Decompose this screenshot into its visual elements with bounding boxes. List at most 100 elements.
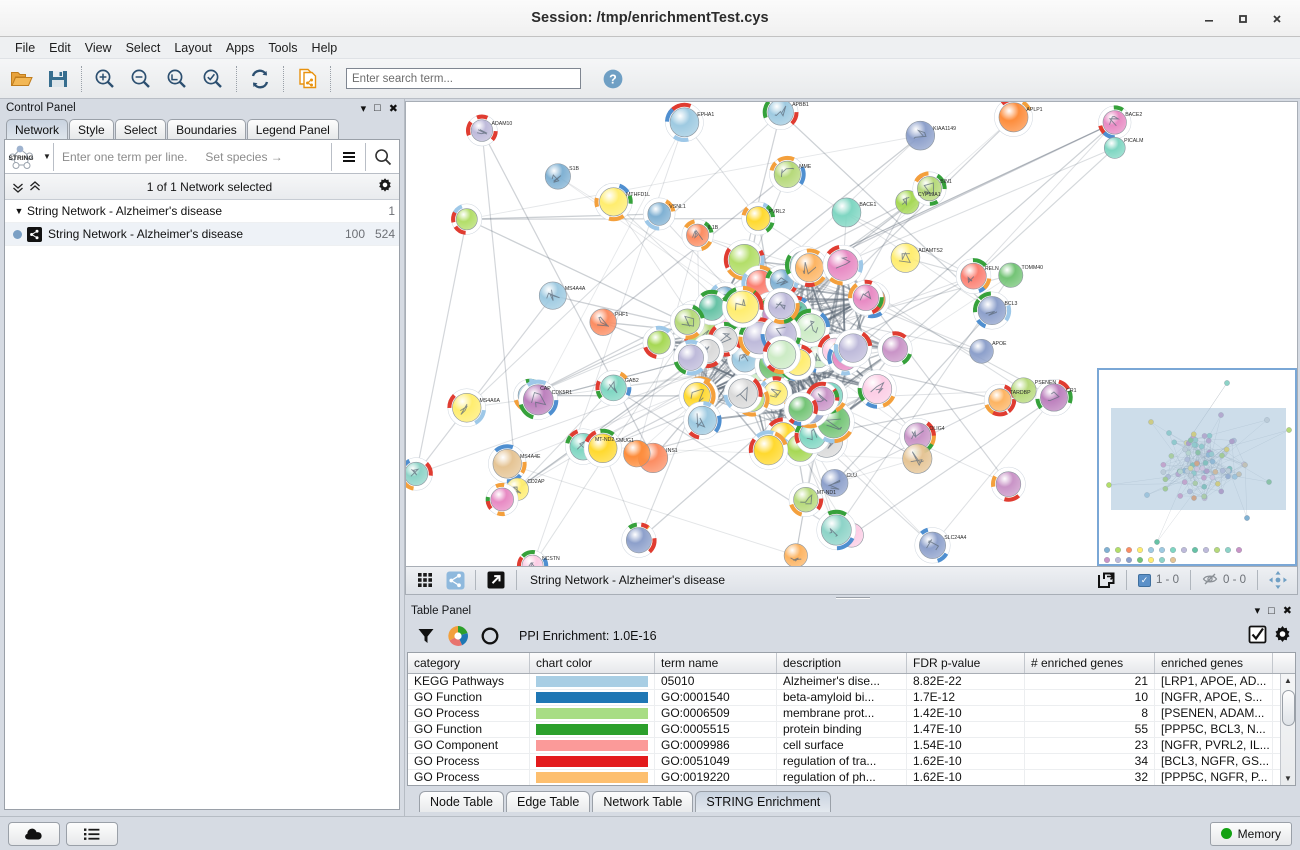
menu-help[interactable]: Help (311, 40, 338, 55)
table-row[interactable]: GO Process GO:0051049 regulation of tra...… (408, 753, 1295, 770)
table-row[interactable]: GO Process GO:0006509 membrane prot... 1.42… (408, 705, 1295, 722)
gear-icon[interactable] (1273, 625, 1292, 647)
menu-select[interactable]: Select (125, 40, 161, 55)
tab-edge-table[interactable]: Edge Table (506, 790, 591, 812)
tab-boundaries[interactable]: Boundaries (167, 119, 246, 139)
maximize-button[interactable] (1226, 4, 1260, 34)
zoom-out-icon[interactable] (123, 62, 159, 96)
column-header-enriched-genes[interactable]: enriched genes (1155, 652, 1273, 673)
toolbar-separator-4 (330, 65, 331, 92)
ppi-enrichment-label: PPI Enrichment: 1.0E-16 (519, 628, 657, 643)
save-icon[interactable] (40, 62, 76, 96)
open-icon[interactable] (4, 62, 40, 96)
menu-apps[interactable]: Apps (225, 40, 255, 55)
share-network-icon[interactable] (440, 568, 470, 592)
menu-file[interactable]: File (15, 40, 36, 55)
tab-network-table[interactable]: Network Table (592, 790, 694, 812)
set-species-link[interactable]: Set species → (205, 149, 283, 164)
cloud-icon[interactable] (8, 821, 60, 846)
export-image-icon[interactable] (1091, 568, 1121, 592)
cell-term-name: GO:0051049 (655, 753, 777, 769)
menu-edit[interactable]: Edit (49, 40, 71, 55)
gear-icon[interactable] (377, 177, 393, 196)
node-label: INS1 (666, 447, 678, 454)
enrichment-table-body[interactable]: KEGG Pathways 05010 Alzheimer's dise... 8.8… (408, 673, 1295, 785)
open-external-icon[interactable] (481, 568, 511, 592)
grid-view-icon[interactable] (410, 568, 440, 592)
tab-string-enrichment[interactable]: STRING Enrichment (695, 790, 832, 812)
menu-view[interactable]: View (84, 40, 112, 55)
collapse-all-icon[interactable] (11, 180, 25, 194)
expand-all-icon[interactable] (28, 180, 42, 194)
cell-term-name: GO:0005515 (655, 721, 777, 737)
cell-term-name: 05010 (655, 673, 777, 689)
table-row[interactable]: GO Process GO:0019220 regulation of ph... 1… (408, 769, 1295, 785)
enrichment-table[interactable]: category chart color term name description F… (407, 651, 1296, 786)
pie-chart-icon[interactable] (443, 622, 473, 650)
export-network-icon[interactable] (289, 62, 325, 96)
hidden-nodes-counter[interactable]: 0 - 0 (1196, 572, 1252, 589)
network-graph[interactable] (406, 101, 1297, 566)
menu-tools[interactable]: Tools (268, 40, 298, 55)
string-dropdown-caret-icon[interactable]: ▼ (43, 152, 51, 161)
memory-indicator[interactable]: Memory (1209, 821, 1292, 846)
table-panel-close-button[interactable]: ✖ (1282, 605, 1292, 618)
column-header--enriched-genes[interactable]: # enriched genes (1025, 652, 1155, 673)
column-header-chart-color[interactable]: chart color (530, 652, 655, 673)
network-tree-root-row[interactable]: ▼ String Network - Alzheimer's disease 1 (5, 200, 399, 223)
hamburger-icon[interactable] (332, 141, 365, 173)
table-panel-float-button[interactable]: □ (1268, 604, 1275, 617)
twisty-expanded-icon[interactable]: ▼ (14, 206, 24, 216)
menu-layout[interactable]: Layout (174, 40, 212, 55)
scroll-up-arrow-icon[interactable]: ▲ (1284, 676, 1292, 686)
string-term-input[interactable]: Enter one term per line. Set species → (54, 150, 331, 164)
checkbox-checked-icon[interactable] (1248, 625, 1267, 647)
checkbox-checked-icon: ✓ (1137, 573, 1151, 587)
network-tree-child-row[interactable]: String Network - Alzheimer's disease 100… (5, 223, 399, 246)
filter-funnel-icon[interactable] (411, 622, 441, 650)
control-panel-close-button[interactable]: ✖ (388, 102, 398, 115)
scrollbar-thumb[interactable] (1281, 689, 1295, 726)
enrichment-table-header: category chart color term name description F… (408, 652, 1295, 674)
tab-select[interactable]: Select (114, 119, 167, 139)
column-header-description[interactable]: description (777, 652, 907, 673)
network-overview-panel[interactable] (1097, 367, 1297, 566)
table-row[interactable]: KEGG Pathways 05010 Alzheimer's dise... 8.8… (408, 673, 1295, 690)
zoom-fit-icon[interactable] (159, 62, 195, 96)
tab-legend-panel[interactable]: Legend Panel (246, 119, 339, 139)
table-panel-collapse-button[interactable]: ▾ (1254, 605, 1261, 618)
tab-node-table[interactable]: Node Table (419, 790, 505, 812)
divider-5 (1257, 570, 1258, 591)
zoom-in-icon[interactable] (87, 62, 123, 96)
tab-style[interactable]: Style (69, 119, 114, 139)
table-row[interactable]: GO Function GO:0005515 protein binding 1.47… (408, 721, 1295, 738)
selected-nodes-counter[interactable]: ✓ 1 - 0 (1132, 573, 1185, 587)
search-input[interactable]: Enter search term... (346, 68, 581, 89)
help-icon[interactable]: ? (595, 62, 631, 96)
minimize-button[interactable] (1192, 4, 1226, 34)
table-row[interactable]: GO Function GO:0001540 beta-amyloid bi... 1… (408, 689, 1295, 706)
zoom-selected-icon[interactable] (195, 62, 231, 96)
network-canvas[interactable]: MT-ND2 MT-ND1 VSNL1 GAB2 INS1 IL1B CLU MME CYP19… (405, 101, 1298, 567)
column-header-fdr-p-value[interactable]: FDR p-value (907, 652, 1025, 673)
donut-ring-icon[interactable] (475, 622, 505, 650)
table-vertical-scrollbar[interactable]: ▲ ▼ (1280, 673, 1295, 785)
column-header-term-name[interactable]: term name (655, 652, 777, 673)
control-panel-float-button[interactable]: □ (374, 102, 381, 114)
column-header-category[interactable]: category (408, 652, 530, 673)
title-bar: Session: /tmp/enrichmentTest.cys (0, 0, 1300, 37)
scroll-down-arrow-icon[interactable]: ▼ (1284, 773, 1292, 783)
control-panel-content: STRING ▼ Enter one term per line. Set sp… (4, 139, 400, 810)
tab-network[interactable]: Network (6, 119, 69, 139)
table-row[interactable]: GO Component GO:0009986 cell surface 1.54E-… (408, 737, 1295, 754)
close-button[interactable] (1260, 4, 1294, 34)
control-panel-collapse-button[interactable]: ▾ (360, 102, 367, 115)
node-label: IL1B (707, 225, 719, 232)
pan-tool-icon[interactable] (1263, 568, 1293, 592)
task-list-icon[interactable] (66, 821, 118, 846)
search-icon[interactable] (366, 141, 399, 173)
panel-resize-handle[interactable] (405, 595, 1300, 602)
control-panel-tabs: Network Style Select Boundaries Legend P… (0, 117, 404, 139)
refresh-icon[interactable] (242, 62, 278, 96)
overview-viewport-rect[interactable] (1111, 407, 1286, 510)
